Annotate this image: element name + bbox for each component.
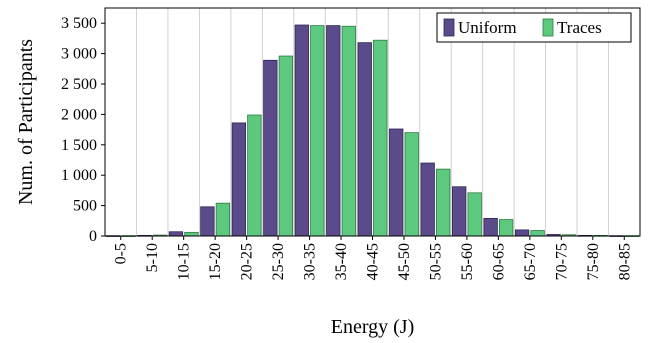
- bar-uniform-35-40: [326, 25, 341, 237]
- bar-traces-65-70: [530, 230, 545, 237]
- x-tick-label: 15-20: [207, 243, 224, 280]
- bar-uniform-20-25: [231, 122, 247, 237]
- y-tick-label: 1 000: [61, 167, 97, 184]
- bar-uniform-55-60: [452, 186, 467, 237]
- bar-uniform-60-65: [483, 217, 498, 237]
- y-tick-label: 3 500: [61, 15, 97, 32]
- legend-swatch-uniform: [443, 18, 455, 37]
- bar-uniform-65-70: [514, 229, 530, 237]
- bar-traces-35-40: [341, 25, 356, 237]
- y-tick-label: 2 000: [61, 106, 97, 123]
- x-axis: 0-5 5-10 10-15 15-20 20-25 25-30 30-35 35-40 40-…: [113, 236, 633, 280]
- x-tick-label: 5-10: [144, 243, 161, 272]
- y-tick-label: 1 500: [61, 137, 97, 154]
- legend-box: [436, 12, 632, 43]
- x-tick-label: 60-65: [490, 243, 507, 280]
- legend-swatch-traces: [542, 18, 554, 37]
- y-tick-label: 2 500: [61, 76, 97, 93]
- y-tick-label: 0: [89, 228, 97, 245]
- x-tick-label: 70-75: [553, 243, 570, 280]
- bar-traces-20-25: [247, 114, 262, 237]
- x-tick-label: 45-50: [396, 243, 413, 280]
- x-tick-label: 35-40: [333, 243, 350, 280]
- bar-uniform-25-30: [263, 59, 278, 237]
- bar-uniform-30-35: [294, 24, 309, 237]
- bar-uniform-45-50: [389, 128, 404, 237]
- x-tick-label: 25-30: [270, 243, 287, 280]
- bar-traces-30-35: [310, 25, 325, 237]
- y-axis: 0 500 1 000 1 500 2 000 2 500 3 000 3 500: [61, 15, 105, 245]
- legend: Uniform Traces: [436, 12, 632, 43]
- x-tick-label: 55-60: [459, 243, 476, 280]
- bar-traces-55-60: [467, 192, 482, 237]
- x-tick-label: 50-55: [427, 243, 444, 280]
- grid-lines: [135, 8, 610, 236]
- bar-traces-40-45: [373, 39, 388, 237]
- x-tick-label: 10-15: [176, 243, 193, 280]
- bar-traces-50-55: [436, 168, 451, 237]
- bar-uniform-50-55: [420, 162, 435, 237]
- x-tick-label: 20-25: [239, 243, 256, 280]
- bar-uniform-15-20: [200, 206, 215, 237]
- bar-traces-45-50: [404, 132, 419, 237]
- bar-uniform-10-15: [168, 231, 184, 237]
- y-tick-label: 3 000: [61, 46, 97, 63]
- x-tick-label: 40-45: [365, 243, 382, 280]
- bar-traces-25-30: [278, 55, 293, 237]
- legend-label-uniform: Uniform: [458, 18, 517, 37]
- bar-uniform-40-45: [357, 42, 372, 237]
- x-tick-label: 75-80: [585, 243, 602, 280]
- y-tick-label: 500: [73, 198, 97, 215]
- legend-label-traces: Traces: [557, 18, 602, 37]
- x-tick-label: 0-5: [113, 243, 130, 264]
- bar-traces-15-20: [215, 202, 231, 237]
- bar-traces-10-15: [184, 231, 199, 237]
- x-tick-label: 65-70: [522, 243, 539, 280]
- bar-traces-60-65: [498, 219, 514, 237]
- y-axis-title: Num. of Participants: [15, 39, 37, 205]
- x-axis-title: Energy (J): [331, 316, 415, 338]
- bars: [105, 24, 640, 237]
- x-tick-label: 80-85: [616, 243, 633, 280]
- x-tick-label: 30-35: [302, 243, 319, 280]
